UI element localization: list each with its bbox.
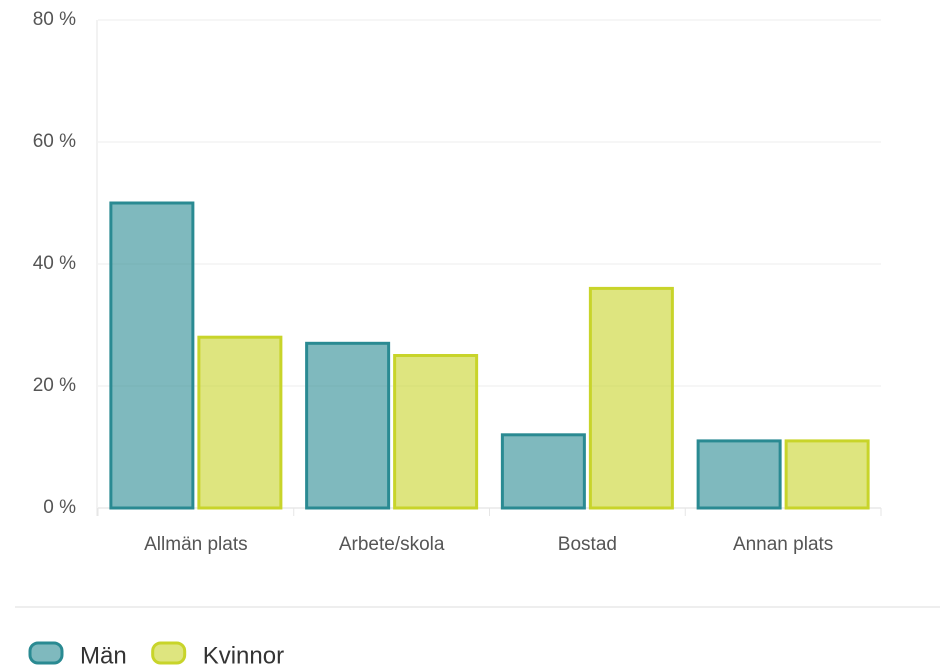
bar <box>500 433 586 510</box>
y-tick-label: 20 % <box>33 375 76 396</box>
y-tick-label: 60 % <box>33 131 76 152</box>
bar <box>305 341 391 510</box>
x-tick-label: Allmän plats <box>144 534 248 555</box>
x-tick-label: Arbete/skola <box>339 534 445 555</box>
legend-swatch <box>151 641 187 665</box>
y-tick-label: 80 % <box>33 9 76 30</box>
bar <box>588 286 674 510</box>
legend-text: Män <box>80 642 127 669</box>
bar <box>109 201 195 510</box>
bar <box>197 335 283 510</box>
legend-text: Kvinnor <box>203 642 284 669</box>
x-tick-label: Bostad <box>558 534 617 555</box>
bar <box>393 354 479 510</box>
y-tick-label: 40 % <box>33 253 76 274</box>
bar <box>696 439 782 510</box>
y-tick-label: 0 % <box>43 497 76 518</box>
bar <box>784 439 870 510</box>
x-tick-label: Annan plats <box>733 534 833 555</box>
legend-swatch <box>28 641 64 665</box>
